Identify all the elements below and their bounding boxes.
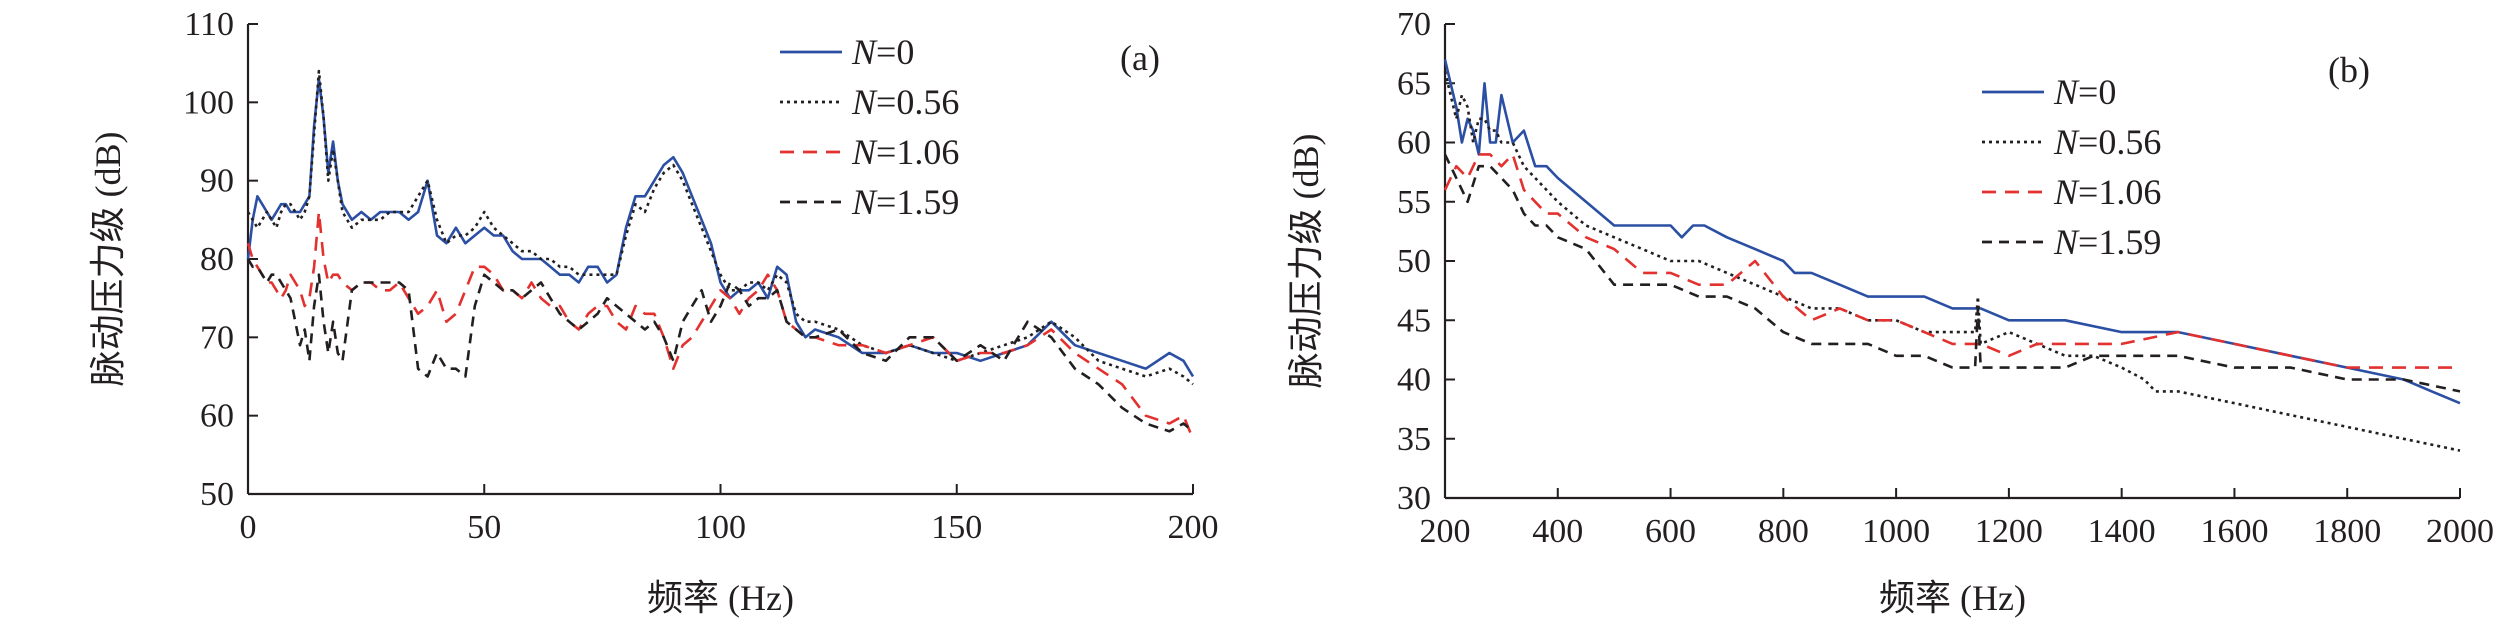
panel-a-legend-label-0: N=0 bbox=[851, 32, 914, 72]
panel-b-x-tick-label: 600 bbox=[1645, 513, 1696, 550]
panel-b-y-tick-label: 60 bbox=[1397, 125, 1431, 162]
panel-a-y-tick-label: 70 bbox=[200, 319, 234, 356]
panel-a-y-axis-label: 脉动压力级 (dB) bbox=[88, 132, 128, 387]
panel-a-series-line-0 bbox=[246, 77, 1195, 378]
panel-a-x-tick-label: 50 bbox=[467, 509, 501, 546]
panel-b-legend: N=0 N=0.56 N=1.06 N=1.59 bbox=[1982, 72, 2161, 262]
panel-a-series-line-1 bbox=[246, 69, 1194, 386]
panel-b-series-line-0 bbox=[1443, 59, 2461, 405]
panel-b-legend-label-2: N=1.06 bbox=[2053, 172, 2161, 212]
panel-a-y-tick-label: 80 bbox=[200, 241, 234, 278]
panel-a-legend-label-2: N=1.06 bbox=[851, 132, 959, 172]
panel-a-panel-label: (a) bbox=[1120, 38, 1160, 78]
panel-b-x-tick-label: 400 bbox=[1532, 513, 1583, 550]
panel-a-legend-label-3: N=1.59 bbox=[851, 182, 959, 222]
panel-a-y-tick-label: 50 bbox=[200, 476, 234, 513]
panel-b-x-tick-label: 200 bbox=[1420, 513, 1471, 550]
panel-a-y-tick-label: 100 bbox=[183, 84, 234, 121]
panel-b-x-tick-label: 2000 bbox=[2426, 513, 2494, 550]
panel-a-x-tick-label: 150 bbox=[931, 509, 982, 546]
panel-b-y-tick-label: 70 bbox=[1397, 6, 1431, 43]
panel-a-y-tick-label: 110 bbox=[184, 6, 234, 43]
panel-b-x-tick-label: 1000 bbox=[1862, 513, 1930, 550]
panel-b-y-axis-label: 脉动压力级 (dB) bbox=[1286, 134, 1326, 389]
panel-b-x-tick-label: 800 bbox=[1758, 513, 1809, 550]
panel-b-y-tick-label: 40 bbox=[1397, 362, 1431, 399]
panel-b-x-tick-label: 1200 bbox=[1975, 513, 2043, 550]
panel-a-x-tick-label: 200 bbox=[1168, 509, 1219, 546]
panel-b-series-line-3 bbox=[1443, 153, 2461, 393]
panel-b-y-tick-label: 55 bbox=[1397, 184, 1431, 221]
panel-b-y-tick-label: 35 bbox=[1397, 421, 1431, 458]
panel-b-legend-label-3: N=1.59 bbox=[2053, 222, 2161, 262]
panel-a-x-tick-label: 100 bbox=[695, 509, 746, 546]
panel-b-panel-label: (b) bbox=[2328, 50, 2370, 90]
chart-panel-b: 30 35 40 45 50 55 60 65 70 200 400 600 800 1000 1200 14… bbox=[1286, 6, 2494, 618]
panel-b-y-tick-label: 30 bbox=[1397, 480, 1431, 517]
panel-b-x-tick-label: 1600 bbox=[2200, 513, 2268, 550]
panel-a-y-tick-label: 60 bbox=[200, 398, 234, 435]
panel-a-x-axis-label: 频率 (Hz) bbox=[647, 578, 794, 618]
panel-b-legend-label-0: N=0 bbox=[2053, 72, 2116, 112]
panel-b-y-tick-label: 65 bbox=[1397, 65, 1431, 102]
panel-b-x-tick-label: 1400 bbox=[2088, 513, 2156, 550]
panel-a-series-line-3 bbox=[246, 258, 1194, 433]
panel-a-y-tick-label: 90 bbox=[200, 163, 234, 200]
panel-b-y-tick-label: 45 bbox=[1397, 302, 1431, 339]
panel-a-series-line-2 bbox=[246, 210, 1195, 440]
panel-b-y-tick-label: 50 bbox=[1397, 243, 1431, 280]
panel-b-series-line-2 bbox=[1443, 153, 2460, 369]
panel-b-series-line-1 bbox=[1443, 71, 2461, 452]
panel-b-legend-label-1: N=0.56 bbox=[2053, 122, 2161, 162]
panel-a-x-tick-label: 0 bbox=[240, 509, 257, 546]
panel-a-legend: N=0 N=0.56 N=1.06 N=1.59 bbox=[780, 32, 959, 222]
panel-a-legend-label-1: N=0.56 bbox=[851, 82, 959, 122]
panel-b-x-tick-label: 1800 bbox=[2313, 513, 2381, 550]
panel-b-x-axis-label: 频率 (Hz) bbox=[1879, 578, 2026, 618]
